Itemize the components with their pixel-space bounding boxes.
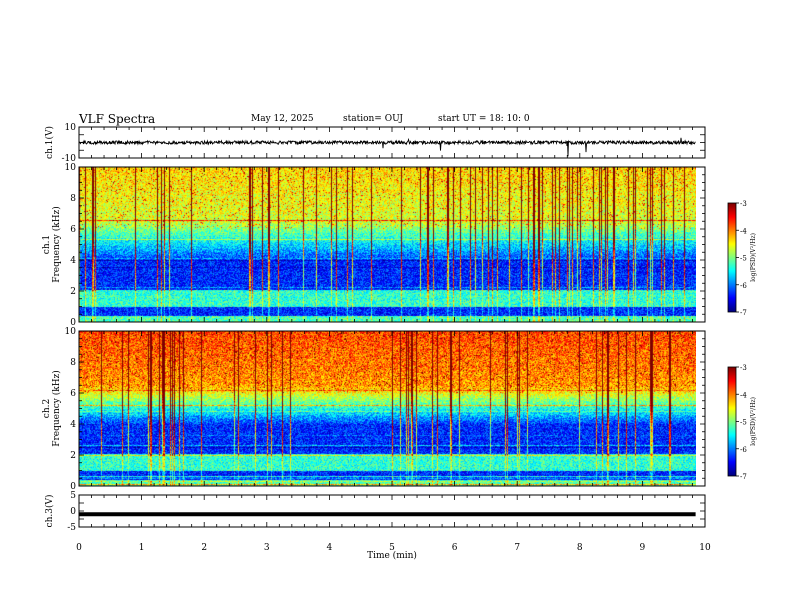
tick-marks <box>78 126 706 528</box>
y-axis-label: Frequency (kHz) <box>51 370 62 447</box>
y-tick-label: 4 <box>70 420 76 430</box>
y-tick-label: 0 <box>70 482 76 492</box>
y-tick-label: 10 <box>65 327 77 337</box>
x-tick-label: 2 <box>201 543 207 553</box>
colorbar-tick-label: -6 <box>740 282 747 290</box>
y-tick-label: 4 <box>70 256 76 266</box>
colorbar-tick-label: -4 <box>740 227 747 235</box>
page-title: VLF Spectra <box>79 112 156 126</box>
y-tick-label: 6 <box>70 225 76 235</box>
y-axis-label: Frequency (kHz) <box>51 206 62 283</box>
start-time-label: start UT = 18: 10: 0 <box>438 114 530 124</box>
y-tick-label: 0 <box>70 318 76 328</box>
colorbar-tick-label: -5 <box>740 255 747 263</box>
waveform-traces <box>78 137 696 517</box>
spectrogram-ch1 <box>79 167 696 322</box>
colorbar-tick-label: -6 <box>740 446 747 454</box>
x-axis-label: Time (min) <box>367 550 417 561</box>
x-tick-label: 10 <box>699 543 711 553</box>
x-tick-label: 1 <box>139 543 145 553</box>
colorbar-tick-label: -7 <box>740 473 747 481</box>
y-tick-label: 5 <box>70 491 76 501</box>
x-tick-label: 9 <box>640 543 646 553</box>
colorbar-2 <box>728 367 736 476</box>
colorbar-tick-label: -5 <box>740 419 747 427</box>
y-axis-label: ch.3(V) <box>44 495 55 528</box>
x-tick-label: 6 <box>452 543 458 553</box>
y-tick-label: 2 <box>70 451 76 461</box>
x-tick-label: 0 <box>76 543 82 553</box>
colorbar-1 <box>728 203 736 312</box>
y-axis-label: ch.2 <box>42 399 52 418</box>
y-tick-label: 10 <box>65 163 77 173</box>
y-tick-label: 8 <box>70 194 76 204</box>
colorbar-tick-label: -4 <box>740 391 747 399</box>
station-label: station= OUJ <box>343 114 404 124</box>
y-tick-label: 6 <box>70 389 76 399</box>
spectrogram-images <box>79 167 696 486</box>
colorbar-label: log(PSD)(V²/Hz) <box>750 397 757 446</box>
colorbars: -3 -4 -5 -6 -7 log(PSD)(V²/Hz) -3 -4 -5 -6 -7 log(P… <box>727 200 757 481</box>
y-axis-label: ch.1(V) <box>44 126 55 159</box>
colorbar-tick-label: -3 <box>740 200 747 208</box>
colorbar-label: log(PSD)(V²/Hz) <box>750 233 757 282</box>
x-tick-label: 4 <box>327 543 333 553</box>
y-tick-label: 2 <box>70 287 76 297</box>
y-tick-label: 10 <box>65 123 77 133</box>
x-tick-label: 7 <box>514 543 520 553</box>
colorbar-tick-label: -7 <box>740 309 747 317</box>
ch1-waveform-line <box>78 137 696 157</box>
date-label: May 12, 2025 <box>251 114 314 124</box>
spectrogram-ch2 <box>79 331 696 486</box>
y-tick-label: -5 <box>67 523 76 533</box>
y-tick-label: -10 <box>62 154 77 164</box>
x-tick-label: 5 <box>389 543 395 553</box>
colorbar-tick-label: -3 <box>740 364 747 372</box>
y-tick-label: 0 <box>70 507 76 517</box>
y-tick-label: 8 <box>70 358 76 368</box>
x-tick-label: 8 <box>577 543 583 553</box>
x-tick-label: 3 <box>264 543 270 553</box>
y-axis-label: ch.1 <box>42 235 52 254</box>
